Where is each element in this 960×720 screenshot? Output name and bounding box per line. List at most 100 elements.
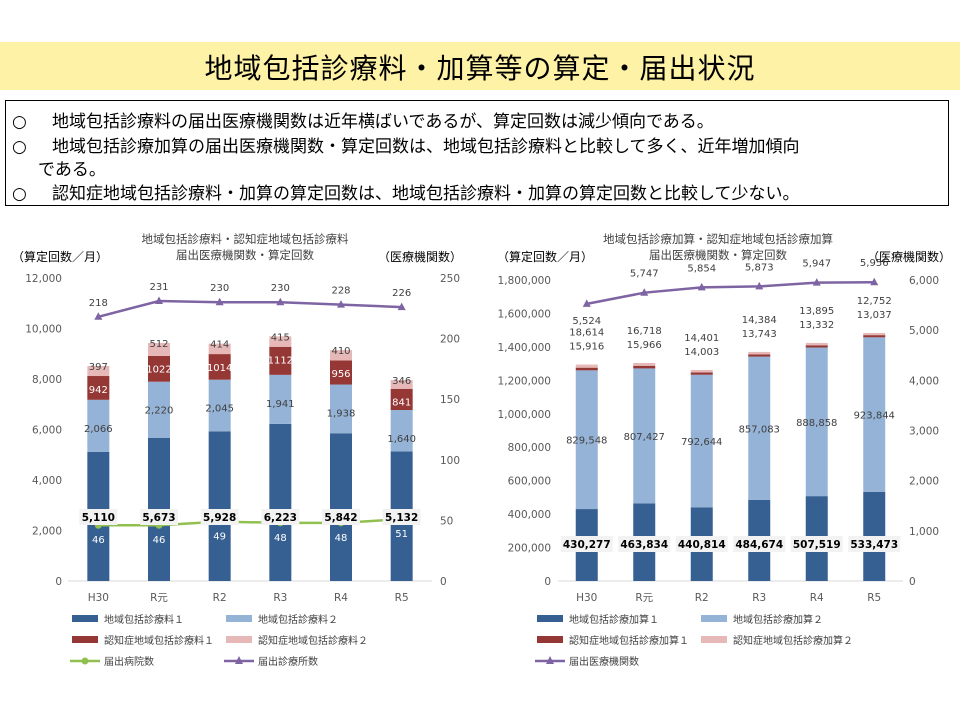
c2-x-tick-label: R元	[635, 592, 653, 604]
c1-value-box	[382, 509, 421, 525]
c1-bar-value-label: 397	[89, 362, 108, 373]
c1-legend-label: 認知症地域包括診療料２	[258, 634, 368, 647]
c2-y-axis-label-right: （医療機関数）	[867, 249, 951, 264]
c1-line-marker	[397, 302, 406, 311]
c1-line-value-label: 48	[274, 533, 287, 544]
c2-y-tick-left: 1,600,000	[498, 308, 551, 320]
c1-y-tick-right: 150	[440, 394, 460, 406]
c1-y-tick-right: 100	[440, 455, 460, 467]
c2-bar-3	[863, 335, 886, 338]
c2-y-tick-right: 3,000	[909, 426, 939, 438]
c2-bar-value-label: 13,743	[742, 329, 777, 340]
c2-legend-marker	[546, 656, 554, 664]
summary-line-2-cont: である。	[38, 155, 106, 180]
c1-y-tick-left: 6,000	[32, 425, 62, 437]
c2-bar-value-label: 440,814	[678, 539, 726, 551]
c2-bar-2	[863, 337, 886, 492]
c2-bar-2	[575, 370, 598, 510]
c1-legend-label: 地域包括診療料１	[104, 613, 184, 626]
c2-bar-value-label: 857,083	[739, 424, 780, 435]
c1-value-box	[261, 509, 300, 525]
c2-x-tick-label: R5	[867, 592, 881, 604]
c1-bar-value-label: 414	[210, 340, 229, 351]
c1-line-value-label: 228	[331, 286, 350, 297]
c1-line-value-label: 230	[210, 283, 229, 294]
c1-bar-value-label: 415	[271, 332, 290, 343]
c2-bar-value-label: 507,519	[793, 539, 841, 551]
c2-legend-swatch	[537, 615, 563, 622]
c1-bar-value-label: 1022	[146, 365, 171, 376]
c2-line-marker	[640, 288, 649, 296]
c1-bar-value-label: 6,223	[264, 512, 297, 524]
c1-bar-4	[269, 336, 292, 347]
c2-value-box	[560, 536, 613, 552]
summary-text-2: 地域包括診療加算の届出医療機関数・算定回数は、地域包括診療料と比較して多く、近年…	[52, 137, 800, 157]
c1-bar-4	[87, 365, 110, 377]
c1-line-marker	[215, 297, 224, 306]
c1-bar-value-label: 1014	[207, 363, 232, 374]
c2-line-value-label: 5,956	[860, 258, 889, 269]
c1-bar-2	[390, 410, 413, 452]
c2-bar-3	[575, 367, 598, 371]
c2-chart-title: 地域包括診療加算・認知症地域包括診療加算	[603, 232, 833, 246]
c1-legend-swatch	[72, 636, 98, 643]
c1-legend-label: 届出診療所数	[258, 655, 318, 668]
c2-y-tick-left: 600,000	[508, 476, 551, 488]
c1-value-box	[79, 509, 118, 525]
c2-bar-2	[633, 368, 656, 504]
c1-series-line-2	[98, 299, 402, 318]
c1-bar-value-label: 5,928	[203, 512, 236, 524]
c2-bar-4	[690, 369, 713, 373]
c2-legend-label: 認知症地域包括診療加算２	[733, 634, 853, 647]
c2-bar-value-label: 13,895	[799, 306, 834, 317]
c2-legend-label: 届出医療機関数	[569, 655, 639, 668]
c2-line-value-label: 5,524	[572, 316, 601, 327]
c2-bar-value-label: 923,844	[854, 411, 895, 422]
c2-line-value-label: 5,873	[745, 262, 774, 273]
c2-line-marker	[697, 282, 706, 291]
c2-value-box	[848, 536, 901, 552]
c2-bar-2	[748, 356, 771, 500]
c2-y-tick-right: 4,000	[909, 375, 939, 387]
c1-bar-value-label: 5,132	[385, 512, 418, 524]
c2-bar-value-label: 12,752	[857, 296, 892, 307]
c1-y-tick-left: 0	[55, 576, 62, 588]
c1-line-value-label: 230	[271, 283, 290, 294]
c2-bar-value-label: 463,834	[620, 539, 668, 551]
c2-bar-value-label: 14,401	[684, 333, 719, 344]
c2-bar-value-label: 14,384	[742, 315, 777, 326]
c2-bar-4	[633, 362, 656, 366]
c1-y-tick-left: 4,000	[32, 475, 62, 487]
c1-bar-value-label: 942	[89, 385, 108, 396]
c1-bar-value-label: 5,842	[324, 512, 357, 524]
c2-bar-4	[805, 342, 828, 346]
c2-bar-value-label: 430,277	[563, 539, 611, 551]
c1-bar-4	[330, 350, 352, 361]
c2-bar-value-label: 13,037	[857, 310, 892, 321]
summary-line-1: ○ 地域包括診療料の届出医療機関数は近年横ばいであるが、算定回数は減少傾向である。	[12, 107, 714, 132]
c1-bar-value-label: 956	[331, 369, 350, 380]
c2-value-box	[675, 536, 728, 552]
c1-bar-value-label: 1,941	[266, 399, 295, 410]
c2-bar-value-label: 15,966	[627, 340, 662, 351]
c1-bar-1	[269, 423, 292, 581]
c2-y-tick-left: 1,000,000	[498, 409, 551, 421]
c2-series-line-1	[586, 280, 875, 306]
c2-line-marker	[582, 299, 591, 307]
c1-chart-title: 地域包括診療料・認知症地域包括診療料	[142, 232, 349, 246]
c1-bar-3	[330, 360, 352, 385]
c1-bar-value-label: 512	[149, 339, 168, 350]
c2-bar-2	[805, 347, 828, 497]
c2-line-value-label: 5,947	[802, 259, 831, 270]
c2-line-value-label: 5,854	[687, 263, 716, 274]
c2-y-axis-label-left: （算定回数／月）	[497, 249, 593, 264]
c1-bar-2	[87, 399, 110, 452]
c2-y-tick-left: 400,000	[508, 509, 551, 521]
c1-y-tick-left: 10,000	[25, 324, 62, 336]
c1-bar-value-label: 2,045	[205, 404, 234, 415]
c2-bar-4	[863, 332, 886, 336]
c1-legend-swatch	[72, 615, 98, 622]
c1-line-value-label: 48	[335, 533, 348, 544]
c2-y-tick-right: 0	[909, 576, 916, 588]
summary-text-3: 認知症地域包括診療料・加算の算定回数は、地域包括診療料・加算の算定回数と比較して…	[52, 184, 800, 204]
